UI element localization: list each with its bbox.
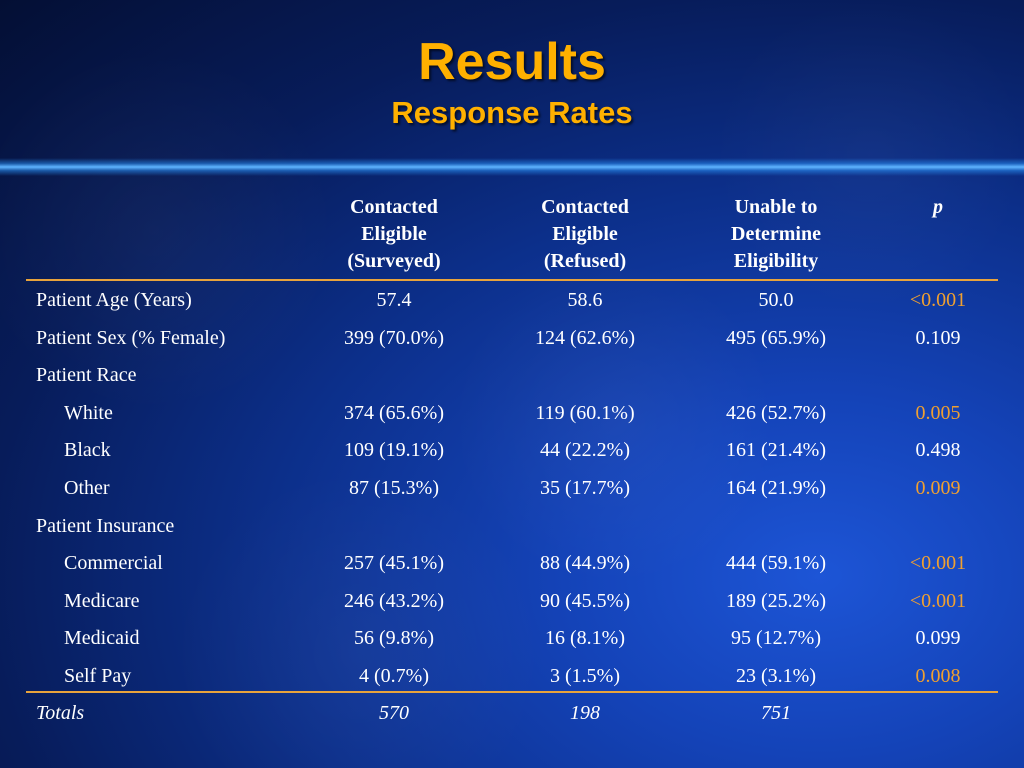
row-p-value: 0.009: [915, 477, 961, 499]
table-row: Patient Race: [0, 360, 1024, 390]
table-row: Other 87 (15.3%) 35 (17.7%) 164 (21.9%) 0.00…: [0, 473, 1024, 503]
row-p-value: 0.099: [915, 627, 961, 650]
row-label: Medicare: [64, 589, 140, 612]
row-label: White: [64, 401, 113, 424]
row-value: 3 (1.5%): [550, 665, 620, 687]
row-p-value: 0.008: [915, 665, 961, 687]
row-p-value: 0.498: [915, 439, 961, 462]
row-p-value: 0.109: [915, 326, 961, 349]
row-label: Medicaid: [64, 627, 140, 650]
row-value: 95 (12.7%): [731, 627, 821, 650]
row-value: 50.0: [758, 289, 794, 311]
row-label: Patient Sex (% Female): [36, 326, 226, 349]
table-row: Self Pay 4 (0.7%) 3 (1.5%) 23 (3.1%) 0.008: [0, 661, 1024, 691]
row-label: Other: [64, 477, 110, 499]
row-value: 124 (62.6%): [535, 326, 635, 349]
table-top-rule: [26, 279, 998, 281]
row-label: Patient Race: [36, 364, 137, 387]
row-value: 495 (65.9%): [726, 326, 826, 349]
slide-title: Results: [418, 33, 606, 91]
row-value: 426 (52.7%): [726, 401, 826, 424]
totals-row: Totals 570 198 751: [0, 698, 1024, 728]
header-divider-band: [0, 158, 1024, 176]
row-label: Patient Age (Years): [36, 289, 192, 311]
table-row: Commercial 257 (45.1%) 88 (44.9%) 444 (59.1…: [0, 548, 1024, 578]
header-unable-to-determine: Unable to Determine Eligibility: [731, 196, 821, 272]
row-label: Black: [64, 439, 111, 462]
table-row: Medicare 246 (43.2%) 90 (45.5%) 189 (25.2%)…: [0, 586, 1024, 616]
row-value: 4 (0.7%): [359, 665, 429, 687]
row-value: 257 (45.1%): [344, 552, 444, 575]
row-value: 246 (43.2%): [344, 589, 444, 612]
row-value: 161 (21.4%): [726, 439, 826, 462]
table-row: Patient Age (Years) 57.4 58.6 50.0 <0.001: [0, 285, 1024, 315]
table-row: Patient Sex (% Female) 399 (70.0%) 124 (62…: [0, 323, 1024, 353]
row-p-value: <0.001: [909, 552, 967, 575]
row-value: 444 (59.1%): [726, 552, 826, 575]
row-value: 87 (15.3%): [349, 477, 439, 499]
row-p-value: <0.001: [909, 289, 967, 311]
row-value: 16 (8.1%): [545, 627, 625, 650]
table-row: Patient Insurance: [0, 511, 1024, 541]
row-value: 23 (3.1%): [736, 665, 816, 687]
row-value: 44 (22.2%): [540, 439, 630, 462]
totals-label: Totals: [36, 702, 85, 724]
table-row: White 374 (65.6%) 119 (60.1%) 426 (52.7%) 0.…: [0, 398, 1024, 428]
totals-surveyed: 570: [379, 702, 409, 724]
row-value: 88 (44.9%): [540, 552, 630, 575]
row-value: 35 (17.7%): [540, 477, 630, 499]
row-p-value: <0.001: [909, 589, 967, 612]
table-row: Black 109 (19.1%) 44 (22.2%) 161 (21.4%) 0.4…: [0, 435, 1024, 465]
row-value: 119 (60.1%): [535, 401, 635, 424]
header-contacted-refused: Contacted Eligible (Refused): [541, 196, 629, 272]
row-value: 164 (21.9%): [726, 477, 826, 499]
header-contacted-surveyed: Contacted Eligible (Surveyed): [347, 196, 441, 272]
row-value: 58.6: [567, 289, 603, 311]
row-value: 374 (65.6%): [344, 401, 444, 424]
totals-undetermined: 751: [761, 702, 791, 724]
row-value: 109 (19.1%): [344, 439, 444, 462]
table-row: Medicaid 56 (9.8%) 16 (8.1%) 95 (12.7%) 0.09…: [0, 623, 1024, 653]
header-p-value: p: [933, 196, 943, 218]
row-label: Commercial: [64, 552, 163, 575]
row-p-value: 0.005: [915, 401, 961, 424]
row-value: 90 (45.5%): [540, 589, 630, 612]
row-label: Patient Insurance: [36, 514, 175, 537]
row-value: 56 (9.8%): [354, 627, 434, 650]
table-bottom-rule: [26, 691, 998, 693]
row-value: 57.4: [376, 289, 412, 311]
row-label: Self Pay: [64, 665, 132, 687]
totals-refused: 198: [570, 702, 600, 724]
row-value: 189 (25.2%): [726, 589, 826, 612]
row-value: 399 (70.0%): [344, 326, 444, 349]
slide-subtitle: Response Rates: [391, 95, 633, 130]
